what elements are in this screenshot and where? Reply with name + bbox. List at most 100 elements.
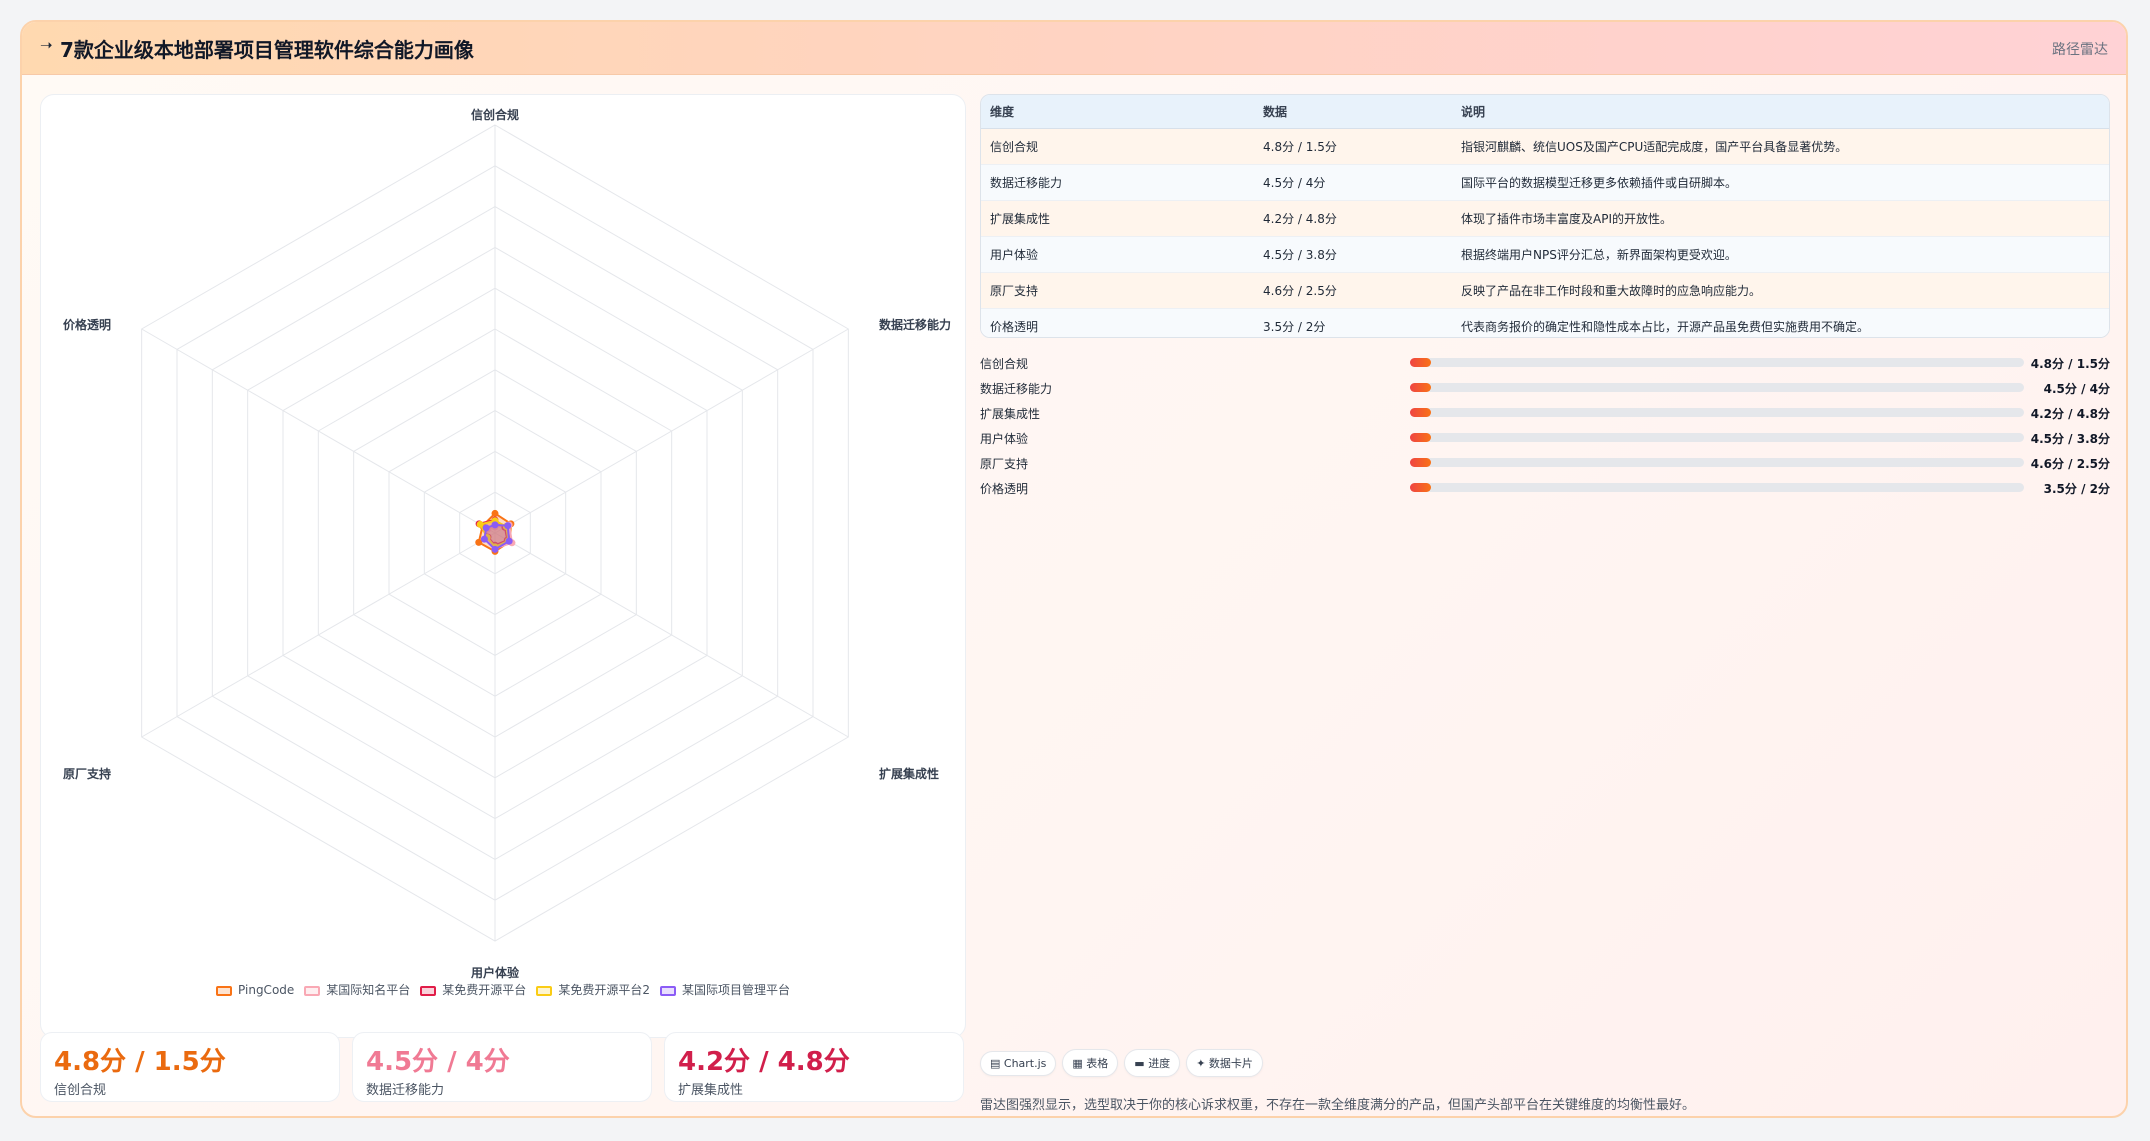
- view-button-table[interactable]: ▦ 表格: [1062, 1049, 1119, 1077]
- radar-point: [491, 521, 499, 529]
- progress-fill: [1410, 483, 1432, 492]
- radar-point: [491, 545, 499, 553]
- table-icon: ▦: [1072, 1057, 1087, 1070]
- radar-point: [482, 524, 490, 532]
- stat-card: 4.2分 / 4.8分扩展集成性: [664, 1032, 964, 1102]
- card-icon: ✦: [1196, 1057, 1209, 1070]
- progress-fill: [1410, 358, 1432, 367]
- bar-value: 4.8分 / 1.5分: [2030, 357, 2110, 371]
- table-cell: 数据迁移能力: [981, 164, 1254, 201]
- radar-spoke: [141, 328, 496, 534]
- data-table-panel: 维度 数据 说明 信创合规 4.8分 / 1.5分 指银河麒麟、统信UOS及国产CP…: [980, 94, 2110, 338]
- bar-label: 信创合规: [980, 357, 1029, 371]
- table-cell: 4.2分 / 4.8分: [1254, 200, 1452, 237]
- chart-icon: ▤: [990, 1057, 1004, 1070]
- legend-item[interactable]: 某免费开源平台2: [536, 981, 650, 998]
- table-cell: 4.5分 / 4分: [1254, 164, 1452, 201]
- bar-value: 3.5分 / 2分: [2043, 482, 2110, 496]
- bar-label: 价格透明: [980, 482, 1029, 496]
- table-cell: 4.6分 / 2.5分: [1254, 272, 1452, 309]
- legend-swatch: [536, 986, 553, 996]
- radar-chart-panel: 信创合规 数据迁移能力 扩展集成性 用户体验 原厂支持 价格透明 PingCode 某国际知…: [40, 94, 966, 1038]
- legend-label: 某免费开源平台: [442, 983, 527, 997]
- legend-item[interactable]: 某国际知名平台: [304, 981, 410, 998]
- data-table: 维度 数据 说明 信创合规 4.8分 / 1.5分 指银河麒麟、统信UOS及国产CP…: [981, 95, 2109, 337]
- radar-spoke: [494, 532, 849, 738]
- progress-bars: 信创合规 4.8分 / 1.5分数据迁移能力 4.5分 / 4分扩展集成性 4.2分 …: [980, 349, 2110, 499]
- view-button-label: 进度: [1148, 1057, 1171, 1070]
- table-cell: 4.8分 / 1.5分: [1254, 128, 1452, 165]
- progress-track: [1410, 383, 2024, 392]
- page-title: 7款企业级本地部署项目管理软件综合能力画像: [60, 38, 474, 62]
- progress-fill: [1410, 433, 1432, 442]
- table-cell: 价格透明: [981, 308, 1254, 337]
- legend-item[interactable]: PingCode: [216, 983, 294, 997]
- column-header: 说明: [1452, 95, 2109, 129]
- table-cell: 扩展集成性: [981, 200, 1254, 237]
- bar-label: 数据迁移能力: [980, 382, 1053, 396]
- bar-row: 价格透明 3.5分 / 2分: [980, 474, 2110, 499]
- radar-spoke: [141, 532, 496, 738]
- table-cell: 3.5分 / 2分: [1254, 308, 1452, 337]
- progress-track: [1410, 358, 2024, 367]
- table-cell: 国际平台的数据模型迁移更多依赖插件或自研脚本。: [1452, 164, 2109, 201]
- view-button-progress[interactable]: ▬ 进度: [1124, 1049, 1181, 1077]
- legend-item[interactable]: 某免费开源平台: [420, 981, 526, 998]
- table-cell: 用户体验: [981, 236, 1254, 273]
- view-button-label: 表格: [1086, 1057, 1109, 1070]
- bar-row: 数据迁移能力 4.5分 / 4分: [980, 374, 2110, 399]
- progress-track: [1410, 483, 2024, 492]
- radar-axis-label: 扩展集成性: [879, 766, 939, 781]
- table-cell: 反映了产品在非工作时段和重大故障时的应急响应能力。: [1452, 272, 2109, 309]
- table-body: 信创合规 4.8分 / 1.5分 指银河麒麟、统信UOS及国产CPU适配完成度，国产…: [981, 128, 2109, 337]
- view-button-label: Chart.js: [1003, 1057, 1047, 1070]
- radar-axis-label: 价格透明: [63, 317, 111, 332]
- table-header-row: 维度 数据 说明: [981, 95, 2109, 129]
- stat-card: 4.5分 / 4分 数据迁移能力: [352, 1032, 652, 1102]
- radar-spoke: [494, 328, 849, 534]
- stat-value: 4.8分 / 1.5分: [54, 1047, 226, 1077]
- radar-point: [475, 538, 483, 546]
- bar-row: 原厂支持 4.6分 / 2.5分: [980, 449, 2110, 474]
- radar-point: [505, 537, 513, 545]
- bar-value: 4.5分 / 3.8分: [2030, 432, 2110, 446]
- bar-row: 用户体验 4.5分 / 3.8分: [980, 424, 2110, 449]
- main-card: ➝ 7款企业级本地部署项目管理软件综合能力画像 路径雷达 信创合规 数据迁移能力扩…: [20, 20, 2128, 1118]
- view-button-card[interactable]: ✦ 数据卡片: [1186, 1049, 1263, 1077]
- stat-label: 扩展集成性: [678, 1083, 744, 1098]
- bar-value: 4.6分 / 2.5分: [2030, 457, 2110, 471]
- stat-label: 信创合规: [54, 1083, 107, 1098]
- stat-value: 4.2分 / 4.8分: [678, 1047, 850, 1077]
- radar-point: [476, 520, 484, 528]
- table-row: 信创合规 4.8分 / 1.5分 指银河麒麟、统信UOS及国产CPU适配完成度，国产…: [981, 128, 2109, 165]
- legend-label: PingCode: [238, 983, 295, 997]
- progress-fill: [1410, 408, 1432, 417]
- header-bar: ➝ 7款企业级本地部署项目管理软件综合能力画像 路径雷达: [22, 22, 2126, 75]
- table-row: 用户体验 4.5分 / 3.8分 根据终端用户NPS评分汇总，新界面架构更受欢迎。: [981, 236, 2109, 273]
- view-button-chart[interactable]: ▤ Chart.js: [980, 1051, 1057, 1076]
- bar-row: 扩展集成性 4.2分 / 4.8分: [980, 399, 2110, 424]
- table-cell: 体现了插件市场丰富度及API的开放性。: [1452, 200, 2109, 237]
- table-cell: 根据终端用户NPS评分汇总，新界面架构更受欢迎。: [1452, 236, 2109, 273]
- bar-label: 扩展集成性: [980, 407, 1041, 421]
- column-header: 维度: [981, 95, 1254, 129]
- view-button-label: 数据卡片: [1208, 1057, 1253, 1070]
- radar-axis-label: 用户体验: [470, 965, 520, 980]
- radar-axis-label: 信创合规: [471, 107, 519, 122]
- progress-track: [1410, 408, 2024, 417]
- table-cell: 代表商务报价的确定性和隐性成本占比，开源产品虽免费但实施费用不确定。: [1452, 308, 2109, 337]
- bar-value: 4.5分 / 4分: [2043, 382, 2110, 396]
- legend-swatch: [420, 986, 437, 996]
- legend-swatch: [216, 986, 233, 996]
- progress-track: [1410, 458, 2024, 467]
- legend-label: 某国际项目管理平台: [681, 983, 790, 997]
- radar-axis-label: 数据迁移能力: [879, 317, 951, 332]
- table-cell: 原厂支持: [981, 272, 1254, 309]
- legend-item[interactable]: 某国际项目管理平台: [659, 981, 790, 998]
- chart-icon: ➝: [40, 36, 53, 54]
- legend-label: 某免费开源平台2: [558, 983, 650, 997]
- view-toolbar: ▤ Chart.js ▦ 表格 ▬ 进度 ✦ 数据卡片: [980, 1049, 1269, 1077]
- table-row: 扩展集成性 4.2分 / 4.8分 体现了插件市场丰富度及API的开放性。: [981, 200, 2109, 237]
- column-header: 数据: [1254, 95, 1452, 129]
